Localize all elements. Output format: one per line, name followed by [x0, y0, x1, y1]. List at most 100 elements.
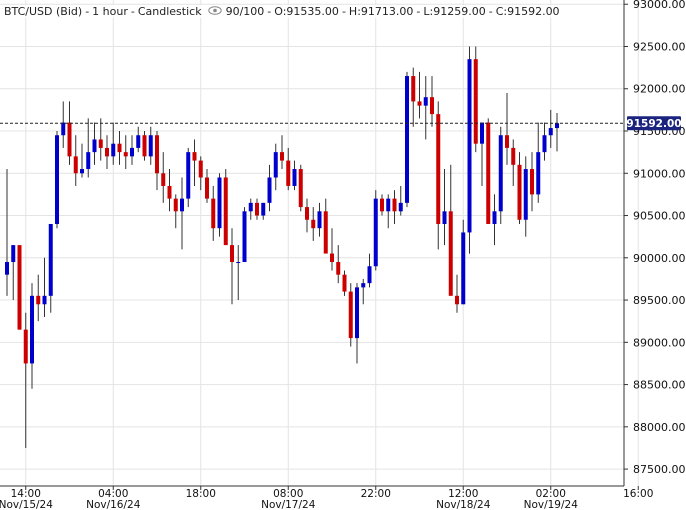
candle-body: [542, 135, 547, 153]
x-tick-label: 08:00: [273, 488, 303, 500]
interval-label[interactable]: 1 hour: [92, 5, 128, 18]
candle-down: [336, 245, 341, 284]
candle-body: [123, 152, 128, 157]
candle-down: [348, 283, 353, 347]
candle-body: [211, 198, 216, 229]
candle-down: [167, 169, 172, 212]
y-tick-label: 88000.00: [633, 421, 686, 434]
candle-body: [280, 152, 284, 161]
candle-up: [523, 156, 528, 237]
candle-body: [105, 147, 109, 157]
candle-up: [405, 71, 409, 208]
candle-body: [130, 147, 134, 157]
candle-up: [55, 131, 59, 229]
candle-body: [367, 266, 372, 284]
x-date-label: Nov/15/24: [0, 499, 53, 510]
candle-body: [517, 164, 522, 220]
candle-body: [330, 253, 334, 263]
candle-down: [530, 152, 534, 212]
x-date-label: Nov/19/24: [524, 499, 579, 510]
candle-down: [486, 118, 491, 224]
eye-icon[interactable]: [207, 5, 222, 18]
candle-down: [448, 164, 453, 296]
candle-up: [86, 118, 91, 178]
candle-down: [298, 164, 303, 212]
candle-body: [386, 198, 391, 212]
candle-body: [117, 143, 122, 153]
x-tick-label: 18:00: [186, 488, 216, 500]
current-price-label: 91592.00: [626, 118, 681, 130]
candle-up: [555, 113, 559, 152]
candle-body: [155, 135, 159, 174]
candle-up: [48, 223, 53, 313]
candle-down: [330, 228, 334, 271]
candle-body: [230, 245, 234, 263]
candle-body: [442, 211, 447, 224]
candle-up: [355, 283, 359, 364]
candle-down: [286, 147, 291, 191]
candle-up: [536, 122, 541, 203]
candle-down: [17, 245, 22, 330]
symbol-label: BTC/USD (Bid): [4, 5, 83, 18]
candle-body: [73, 156, 78, 174]
candle-body: [361, 283, 366, 288]
chart-style-label[interactable]: Candlestick: [137, 5, 202, 18]
x-tick-label: 14:00: [11, 488, 41, 500]
candle-body: [136, 135, 141, 148]
candle-body: [142, 135, 147, 157]
candle-body: [486, 122, 491, 224]
candle-down: [436, 101, 441, 250]
candle-down: [392, 190, 397, 224]
candle-body: [42, 295, 47, 305]
candle-down: [305, 198, 309, 233]
candle-body: [498, 135, 503, 212]
candle-up: [61, 101, 66, 148]
candle-body: [473, 59, 478, 144]
candle-down: [311, 207, 316, 241]
candle-body: [298, 169, 303, 208]
candle-body: [436, 114, 441, 224]
x-tick-label: 12:00: [448, 488, 478, 500]
candle-down: [155, 131, 159, 191]
candle-up: [480, 122, 484, 186]
low-value: L:91259.00: [423, 5, 486, 18]
candle-down: [161, 152, 166, 203]
candle-body: [455, 295, 459, 305]
candle-up: [267, 164, 272, 212]
candle-body: [30, 295, 34, 364]
candle-body: [167, 185, 172, 199]
candle-body: [380, 198, 384, 212]
open-value: O:91535.00: [274, 5, 339, 18]
candle-body: [186, 152, 191, 199]
candle-body: [267, 177, 272, 203]
candle-down: [198, 156, 203, 191]
candle-body: [205, 177, 209, 199]
gridlines: [0, 0, 639, 486]
candle-body: [273, 152, 278, 178]
x-tick-label: 02:00: [536, 488, 566, 500]
candle-up: [136, 126, 141, 153]
candle-up: [498, 126, 503, 224]
candle-up: [186, 147, 191, 208]
candle-down: [36, 274, 41, 322]
candle-down: [417, 71, 422, 119]
candle-up: [261, 202, 266, 220]
candle-body: [98, 139, 103, 148]
candle-up: [367, 253, 372, 288]
candle-body: [417, 101, 422, 106]
current-price-tag: 91592.00: [626, 116, 682, 131]
candle-down: [173, 194, 178, 229]
x-tick-label: 04:00: [98, 488, 128, 500]
x-date-label: Nov/16/24: [86, 499, 141, 510]
y-tick-label: 89000.00: [633, 336, 686, 349]
candle-up: [148, 126, 153, 165]
chart-header: BTC/USD (Bid) - 1 hour - Candlestick 90/…: [4, 5, 560, 18]
candle-up: [423, 76, 428, 140]
candle-body: [411, 76, 416, 102]
y-tick-label: 90500.00: [633, 210, 686, 223]
candle-body: [555, 123, 559, 129]
candle-body: [55, 135, 59, 224]
candle-body: [255, 202, 259, 216]
